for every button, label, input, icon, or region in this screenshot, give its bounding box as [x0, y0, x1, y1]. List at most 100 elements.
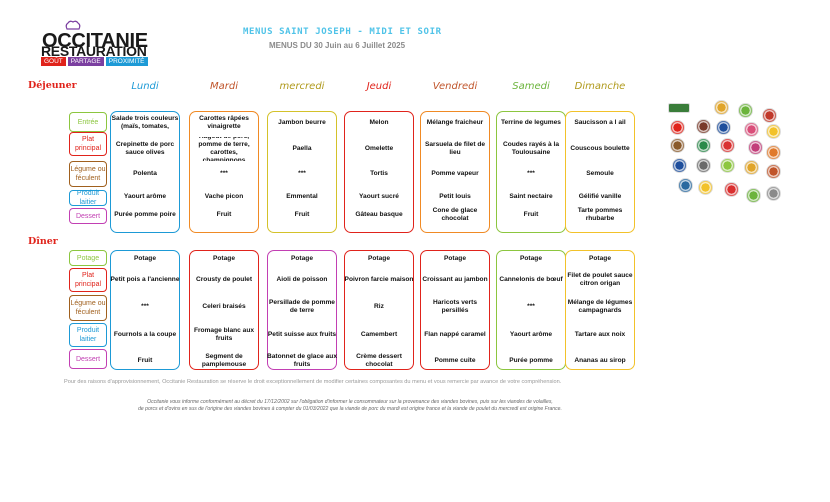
dinner-menu-item: Petit suisse aux fruits	[267, 331, 337, 338]
brand-tags: GOÛT PARTAGE PROXIMITÉ	[41, 57, 148, 66]
lunch-day-column	[267, 111, 337, 233]
lunch-menu-item: Vache picon	[204, 193, 244, 200]
lunch-menu-item: Sarsuela de filet de lieu	[424, 141, 486, 156]
lunch-menu-item: Semoule	[586, 170, 614, 177]
quality-label-icon	[766, 145, 781, 160]
lunch-menu-item: ***	[527, 170, 535, 177]
dinner-menu-item: Potage	[291, 255, 313, 262]
quality-label-icon	[670, 138, 685, 153]
lunch-menu-item: Polenta	[133, 170, 157, 177]
dinner-menu-item: Flan nappé caramel	[424, 331, 486, 338]
dinner-menu-item: Riz	[374, 303, 384, 310]
lunch-menu-item: Pomme vapeur	[431, 170, 479, 177]
quality-label-icon	[738, 103, 753, 118]
lunch-menu-item: Jambon beurre	[278, 119, 326, 126]
quality-label-icon	[746, 188, 761, 203]
lunch-menu-item: Tortis	[370, 170, 388, 177]
chef-hat-icon	[65, 20, 81, 30]
footer-legal: Occitanie vous informe conformément au d…	[64, 399, 636, 413]
dinner-menu-item: Ananas au sirop	[574, 357, 626, 364]
lunch-menu-item: Couscous boulette	[570, 145, 630, 152]
quality-label-icon	[672, 158, 687, 173]
brand-tag: PROXIMITÉ	[105, 57, 148, 66]
dinner-menu-item: Purée pomme	[509, 357, 553, 364]
dinner-day-column	[420, 250, 490, 370]
dinner-menu-item: Petit pois a l'ancienne	[110, 276, 180, 283]
quality-label-icon	[696, 158, 711, 173]
quality-label-icon	[696, 138, 711, 153]
quality-label-icon	[714, 100, 729, 115]
quality-label-icon	[696, 119, 711, 134]
dinner-menu-item: Fruit	[137, 357, 153, 364]
lunch-menu-item: Carottes râpées vinaigrette	[199, 115, 249, 130]
lunch-menu-item: Mélange fraicheur	[426, 119, 484, 126]
lunch-menu-item: Melon	[369, 119, 389, 126]
lunch-menu-item: Fruit	[294, 211, 310, 218]
dinner-category-1: Plat principal	[69, 268, 107, 292]
lunch-day-column	[496, 111, 566, 233]
dinner-menu-item: Potage	[134, 255, 156, 262]
lunch-menu-item: Gâteau basque	[355, 211, 403, 218]
dinner-category-0: Potage	[69, 250, 107, 266]
lunch-category-4: Dessert	[69, 208, 107, 224]
day-header-6: Dimanche	[574, 81, 626, 92]
dinner-menu-item: Camembert	[360, 331, 398, 338]
dinner-day-column	[189, 250, 259, 370]
dinner-menu-item: Poivron farcie maison	[344, 276, 414, 283]
dinner-day-column	[267, 250, 337, 370]
footer-note: Pour des raisons d'approvisionnement, Oc…	[64, 379, 562, 385]
dinner-menu-item: Batonnet de glace aux fruits	[267, 353, 337, 368]
dinner-menu-item: Crousty de poulet	[195, 276, 253, 283]
dinner-day-column	[344, 250, 414, 370]
dinner-menu-item: Mélange de légumes campagnards	[567, 299, 633, 314]
lunch-category-3: Produit laitier	[69, 190, 107, 206]
lunch-menu-item: Omelette	[364, 145, 394, 152]
quality-label-icon	[678, 178, 693, 193]
lunch-day-column	[420, 111, 490, 233]
day-header-3: Jeudi	[366, 81, 392, 92]
lunch-menu-item: Terrine de legumes	[501, 119, 561, 126]
dinner-menu-item: Cannelonis de bœuf	[499, 276, 563, 283]
lunch-menu-item: Purée pomme poire	[114, 211, 176, 218]
quality-label-icon	[762, 108, 777, 123]
dinner-menu-item: Persillade de pomme de terre	[269, 299, 335, 314]
dinner-menu-item: Tartare aux noix	[574, 331, 626, 338]
dinner-menu-item: Yaourt arôme	[509, 331, 553, 338]
lunch-menu-item: Cone de glace chocolat	[432, 207, 478, 222]
quality-label-icon	[748, 140, 763, 155]
quality-label-icon	[766, 164, 781, 179]
lunch-menu-item: Petit louis	[439, 193, 471, 200]
dinner-menu-item: Segment de pamplemouse	[201, 353, 247, 368]
dinner-menu-item: Potage	[368, 255, 390, 262]
dinner-day-column	[565, 250, 635, 370]
page-title: MENUS SAINT JOSEPH - MIDI ET SOIR	[243, 27, 442, 37]
dinner-category-2: Légume ou féculent	[69, 295, 107, 321]
dinner-section-label: Dîner	[28, 236, 58, 247]
lunch-menu-item: Hagout de porc, pomme de terre, carottes…	[198, 137, 250, 161]
dinner-day-column	[110, 250, 180, 370]
dinner-menu-item: ***	[141, 303, 149, 310]
quality-label-icon	[744, 122, 759, 137]
dinner-menu-item: Haricots verts persillés	[433, 299, 477, 314]
quality-label-icon	[720, 138, 735, 153]
dinner-menu-item: Aioli de poisson	[276, 276, 328, 283]
quality-label-icon	[698, 180, 713, 195]
page-subtitle: MENUS DU 30 Juin au 6 Juillet 2025	[269, 41, 406, 50]
quality-label-icon	[766, 186, 781, 201]
quality-label-icon	[766, 124, 781, 139]
dinner-menu-item: Celeri braisés	[202, 303, 246, 310]
lunch-section-label: Déjeuner	[28, 80, 77, 91]
lunch-menu-item: Crepinette de porc sauce olives	[115, 141, 175, 156]
brand-tag: PARTAGE	[67, 57, 104, 66]
lunch-menu-item: Yaourt sucré	[359, 193, 399, 200]
lunch-menu-item: Salade trois couleurs (maïs, tomates,	[111, 115, 179, 130]
lunch-day-column	[565, 111, 635, 233]
lunch-category-0: Entrée	[69, 112, 107, 132]
dinner-menu-item: Potage	[589, 255, 611, 262]
lunch-menu-item: Emmental	[286, 193, 318, 200]
quality-label-icon	[720, 158, 735, 173]
dinner-category-3: Produit laitier	[69, 323, 107, 347]
day-header-4: Vendredi	[432, 81, 478, 92]
dinner-menu-item: Filet de poulet sauce citron origan	[567, 272, 633, 287]
dinner-menu-item: Pomme cuite	[434, 357, 476, 364]
